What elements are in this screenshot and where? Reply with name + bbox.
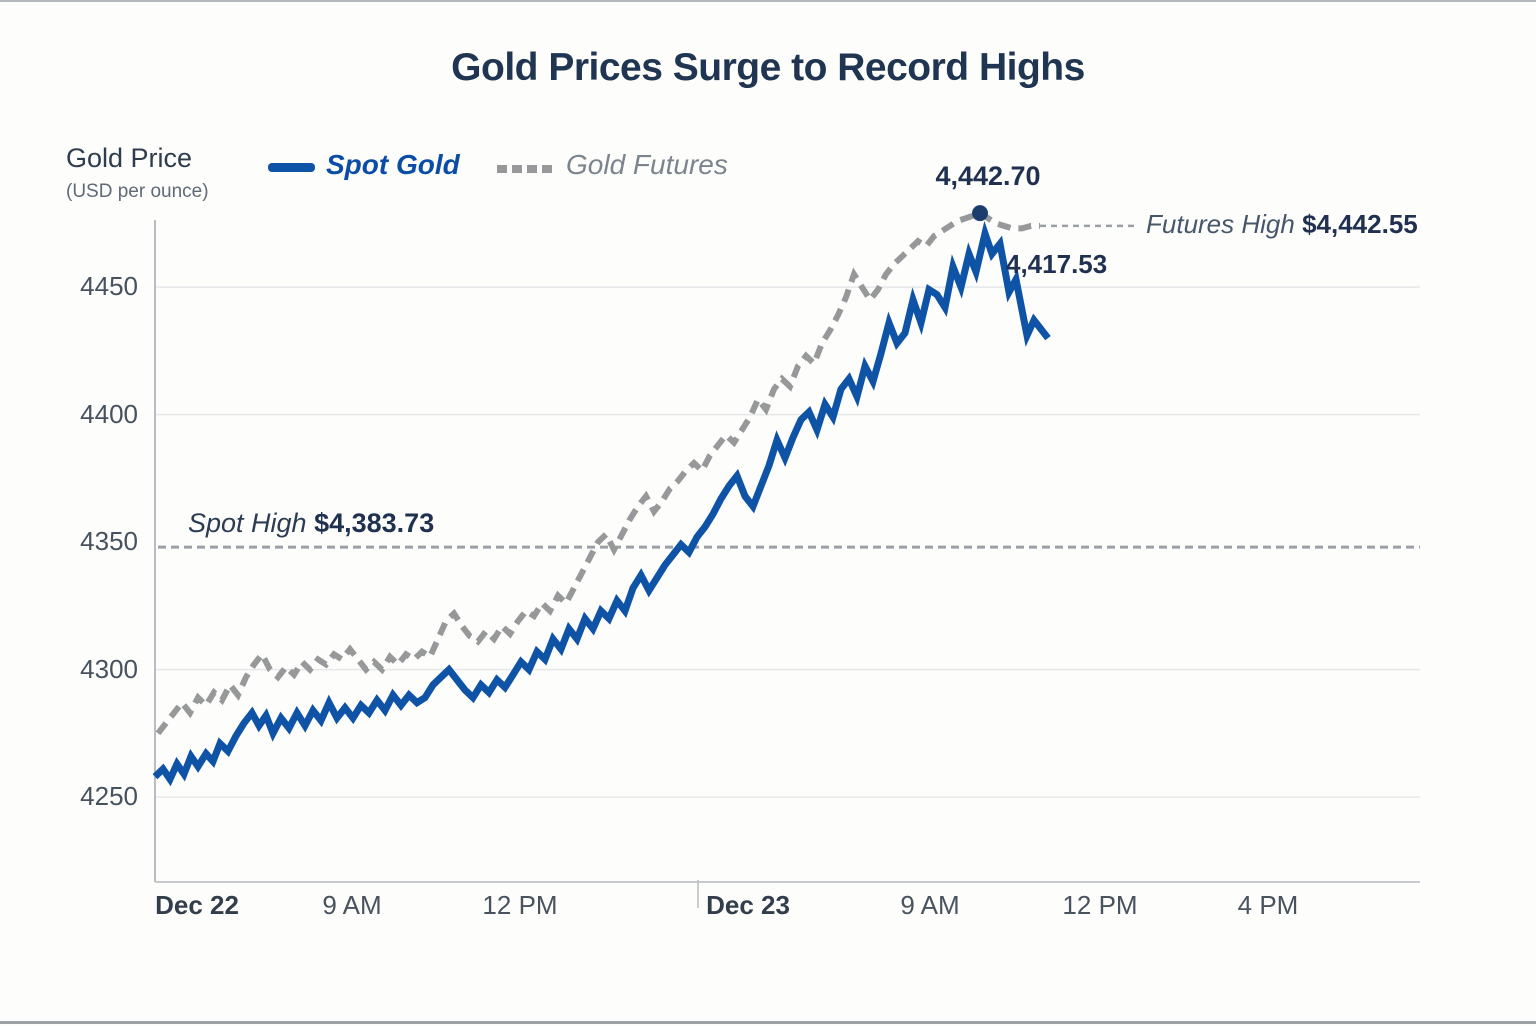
y-tick-4250: 4250 bbox=[80, 781, 138, 812]
spot-high-label: Spot High bbox=[188, 508, 307, 538]
page-title: Gold Prices Surge to Record Highs bbox=[451, 46, 1085, 89]
series-line-gold-futures bbox=[155, 209, 1040, 736]
legend-label-spot-gold: Spot Gold bbox=[326, 149, 460, 180]
y-tick-4450: 4450 bbox=[80, 271, 138, 302]
x-tick-4-pm: 4 PM bbox=[1237, 890, 1299, 920]
series-line-spot-gold bbox=[152, 220, 1051, 787]
legend-swatch-spot-gold bbox=[268, 163, 315, 172]
annotation-futures-peak-value: 4,442.70 bbox=[935, 161, 1041, 191]
futures-high-value: $4,442.55 bbox=[1302, 209, 1418, 239]
y-tick-4350: 4350 bbox=[80, 526, 138, 557]
x-tick-12-pm: 12 PM bbox=[482, 890, 558, 920]
x-tick-9-am: 9 AM bbox=[900, 890, 960, 920]
futures-high-label: Futures High bbox=[1146, 209, 1295, 239]
y-tick-4300: 4300 bbox=[80, 653, 138, 684]
spot-high-value: $4,383.73 bbox=[314, 508, 435, 538]
futures-peak-dot bbox=[972, 205, 988, 222]
legend-swatch-gold-futures bbox=[497, 165, 555, 173]
annotation-futures-high: Futures High $4,442.55 bbox=[1146, 207, 1418, 241]
y-axis-title: Gold Price bbox=[66, 143, 193, 173]
x-tick-dec-23: Dec 23 bbox=[706, 890, 790, 920]
y-tick-4400: 4400 bbox=[80, 398, 138, 429]
x-tick-12-pm: 12 PM bbox=[1062, 890, 1138, 920]
annotation-spot-high: Spot High $4,383.73 bbox=[188, 506, 434, 540]
y-axis-subtitle: (USD per ounce) bbox=[66, 181, 209, 202]
x-tick-9-am: 9 AM bbox=[322, 890, 382, 920]
legend-label-gold-futures: Gold Futures bbox=[566, 149, 728, 180]
annotation-spot-value: 4,417.53 bbox=[1006, 249, 1108, 279]
x-tick-dec-22: Dec 22 bbox=[155, 890, 239, 920]
